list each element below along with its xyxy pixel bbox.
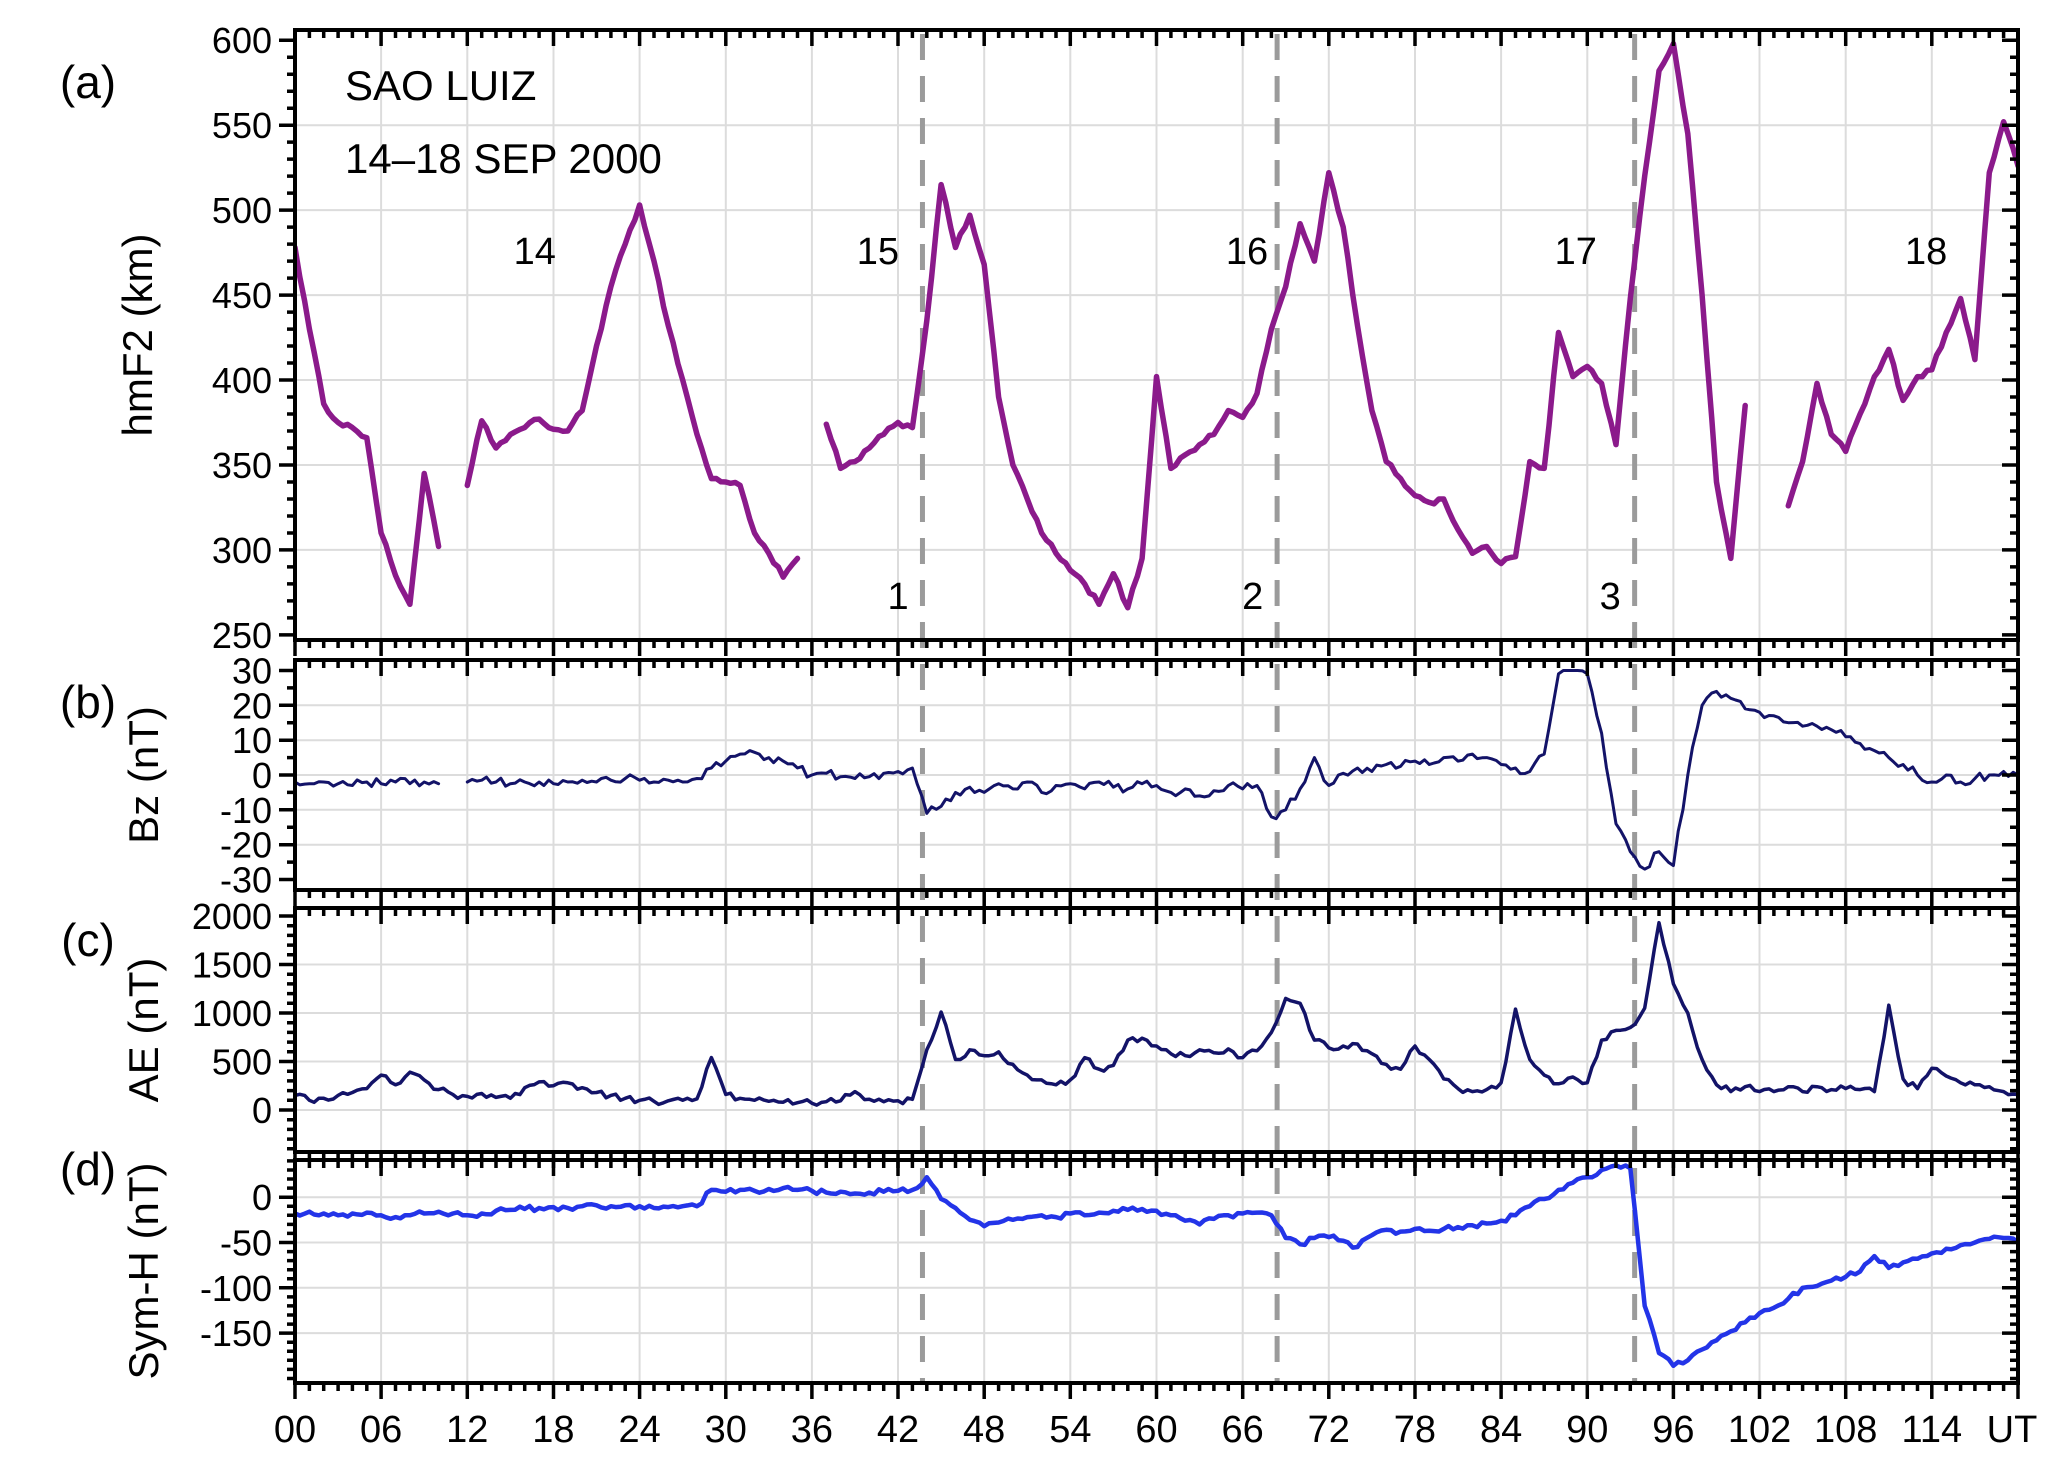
panel-c-gridlines xyxy=(295,908,2018,1152)
series-d xyxy=(295,1163,2018,1369)
x-tick-label: 00 xyxy=(274,1409,316,1451)
event-number-3: 3 xyxy=(1600,576,1621,618)
panel-a-ytick-label: 550 xyxy=(212,105,272,146)
panel-c-ticks xyxy=(279,908,2020,1168)
panel-a-yaxis-title: hmF2 (km) xyxy=(114,234,161,437)
panel-a-ytick-label: 350 xyxy=(212,445,272,486)
panel-d-ytick-label: -150 xyxy=(200,1313,272,1354)
panel-c-ytick-label: 1000 xyxy=(192,993,272,1034)
panel-c-ytick-label: 1500 xyxy=(192,944,272,985)
panel-d-ticks xyxy=(279,1159,2020,1399)
x-tick-label: 48 xyxy=(963,1409,1005,1451)
panel-d-letter: (d) xyxy=(60,1143,116,1195)
date-range-label: 14–18 SEP 2000 xyxy=(345,135,662,182)
day-label-15: 15 xyxy=(857,231,899,273)
series-b xyxy=(295,669,2018,871)
x-tick-label: 42 xyxy=(877,1409,919,1451)
panel-b-ytick-label: -10 xyxy=(220,790,272,831)
panel-c-letter: (c) xyxy=(61,914,115,966)
panel-b-ytick-label: 20 xyxy=(232,685,272,726)
station-label: SAO LUIZ xyxy=(345,62,536,109)
day-label-16: 16 xyxy=(1226,231,1268,273)
panel-d-yaxis-title: Sym-H (nT) xyxy=(120,1163,167,1380)
panel-c-yaxis-title: AE (nT) xyxy=(120,958,167,1103)
panel-d-ytick-label: 0 xyxy=(252,1177,272,1218)
x-tick-label: 90 xyxy=(1566,1409,1608,1451)
series-c xyxy=(295,920,2018,1107)
panel-a-ytick-label: 500 xyxy=(212,190,272,231)
panel-b-yaxis-title: Bz (nT) xyxy=(120,706,167,844)
event-number-1: 1 xyxy=(887,576,908,618)
panel-a-ytick-label: 250 xyxy=(212,615,272,656)
panel-c-ytick-label: 500 xyxy=(212,1041,272,1082)
x-tick-label: 114 xyxy=(1902,1409,1963,1451)
x-tick-label: 30 xyxy=(705,1409,747,1451)
panel-b-ticks xyxy=(279,660,2020,906)
day-label-18: 18 xyxy=(1905,231,1947,273)
x-tick-label: 84 xyxy=(1480,1409,1522,1451)
x-tick-label: 78 xyxy=(1394,1409,1436,1451)
panel-b-ytick-label: -30 xyxy=(220,860,272,901)
panel-b-ytick-label: 10 xyxy=(232,720,272,761)
panel-b-ytick-label: 0 xyxy=(252,755,272,796)
panel-a-ytick-label: 450 xyxy=(212,275,272,316)
panel-b-gridlines xyxy=(295,660,2018,890)
panel-c-ytick-label: 2000 xyxy=(192,896,272,937)
panel-a-ytick-label: 600 xyxy=(212,20,272,61)
x-axis-unit-label: UT xyxy=(1987,1409,2038,1451)
panel-b-letter: (b) xyxy=(60,676,116,728)
panel-d-gridlines xyxy=(295,1160,2018,1383)
panel-a-letter: (a) xyxy=(60,56,116,108)
x-tick-label: 102 xyxy=(1728,1409,1791,1451)
event-number-2: 2 xyxy=(1242,576,1263,618)
panel-a-ytick-label: 400 xyxy=(212,360,272,401)
x-tick-label: 24 xyxy=(618,1409,660,1451)
panel-d-ytick-label: -50 xyxy=(220,1222,272,1263)
x-tick-label: 60 xyxy=(1135,1409,1177,1451)
panel-a-ticks xyxy=(279,30,2020,656)
x-tick-label: 12 xyxy=(446,1409,488,1451)
panel-a-gridlines xyxy=(295,30,2018,640)
series-a xyxy=(295,40,2018,611)
x-tick-label: 96 xyxy=(1652,1409,1694,1451)
x-tick-label: 54 xyxy=(1049,1409,1091,1451)
panel-b-ytick-label: 30 xyxy=(232,650,272,691)
day-label-17: 17 xyxy=(1555,231,1597,273)
x-tick-label: 18 xyxy=(532,1409,574,1451)
panel-a-ytick-label: 300 xyxy=(212,530,272,571)
x-tick-label: 108 xyxy=(1814,1409,1877,1451)
labels-layer: (a) (b) (c) (d) hmF2 (km) Bz (nT) AE (nT… xyxy=(60,56,662,1379)
panel-d-ytick-label: -100 xyxy=(200,1268,272,1309)
event-lines xyxy=(919,34,1638,1383)
panel-b-ytick-label: -20 xyxy=(220,825,272,866)
x-tick-label: 06 xyxy=(360,1409,402,1451)
render-layer: 250300350400450500550600-30-20-100102030… xyxy=(192,20,2037,1451)
x-tick-label: 36 xyxy=(791,1409,833,1451)
day-label-14: 14 xyxy=(514,231,556,273)
x-tick-label: 72 xyxy=(1308,1409,1350,1451)
panel-c-ytick-label: 0 xyxy=(252,1090,272,1131)
x-tick-label: 66 xyxy=(1222,1409,1264,1451)
